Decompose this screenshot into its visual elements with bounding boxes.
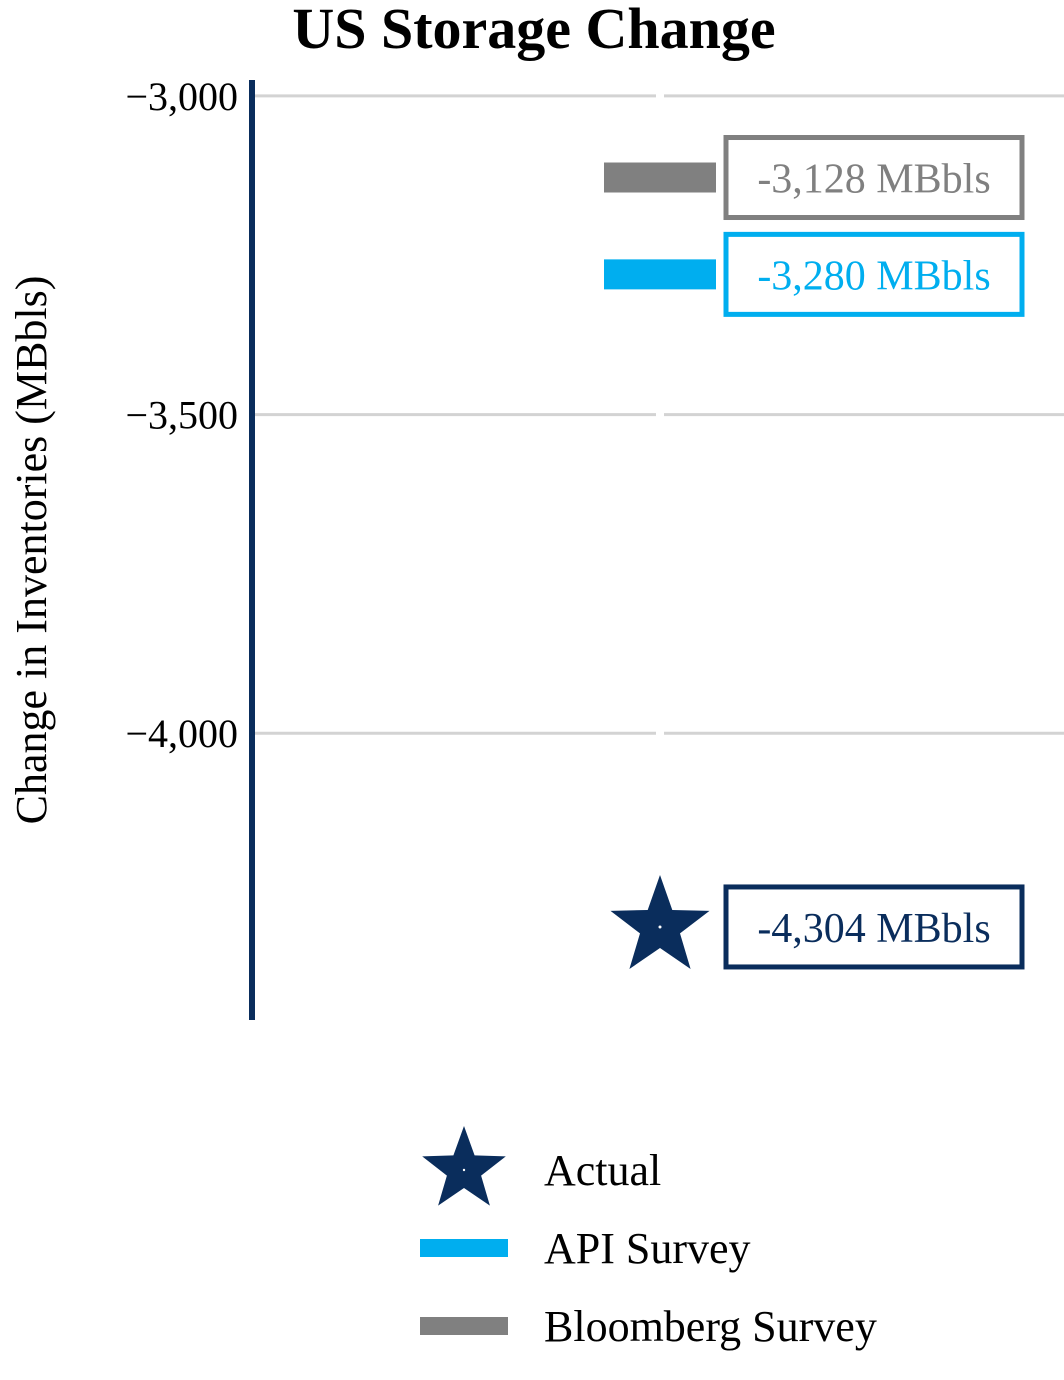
legend-bar-icon: [420, 1317, 508, 1335]
actual-star-center: [658, 925, 662, 929]
actual-annotation-label: -4,304 MBbls: [757, 906, 990, 952]
api-survey-bar: [604, 259, 716, 290]
legend-star-icon: [422, 1126, 506, 1206]
chart-title: US Storage Change: [292, 0, 775, 61]
bloomberg-annotation-box: [723, 135, 1025, 221]
y-axis-label: Change in Inventories (MBbls): [7, 276, 56, 825]
legend-star-center: [462, 1168, 466, 1172]
y-tick-label: −4,000: [125, 711, 238, 756]
legend-label: Bloomberg Survey: [544, 1302, 877, 1351]
legend: Actual API Survey Bloomberg Survey: [420, 1126, 877, 1351]
api-annotation-box: [723, 231, 1025, 317]
y-axis-ticks: −3,000 −3,500 −4,000: [125, 74, 238, 756]
y-tick-label: −3,500: [125, 393, 238, 438]
chart-marks: -4,304 MBbls -3,280 MBbls -3,128 MBbls: [604, 135, 1025, 970]
actual-star-marker: [610, 875, 710, 969]
api-annotation-label: -3,280 MBbls: [757, 253, 990, 299]
actual-annotation-box: [723, 884, 1025, 970]
bloomberg-annotation-label: -3,128 MBbls: [757, 157, 990, 203]
legend-label: Actual: [544, 1146, 661, 1195]
legend-bar-icon: [420, 1239, 508, 1257]
gridlines: [252, 94, 1064, 735]
y-tick-label: −3,000: [125, 74, 238, 119]
bloomberg-survey-bar: [604, 162, 716, 193]
legend-label: API Survey: [544, 1224, 751, 1273]
